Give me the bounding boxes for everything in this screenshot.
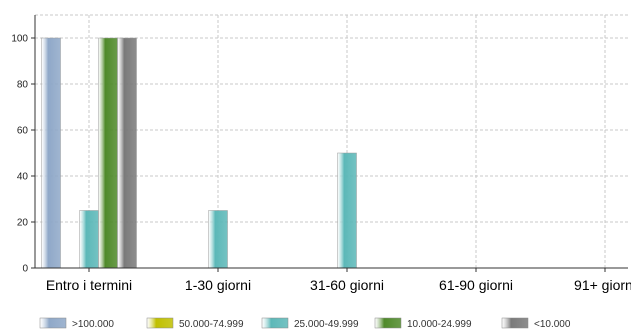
legend-swatch bbox=[501, 317, 529, 329]
legend-swatch bbox=[261, 317, 289, 329]
bar-0-4 bbox=[117, 37, 137, 269]
legend-label: <10.000 bbox=[534, 319, 571, 330]
y-tick-label: 100 bbox=[11, 34, 28, 45]
x-tick-label: 1-30 giorni bbox=[185, 277, 251, 293]
y-tick-label: 60 bbox=[17, 126, 29, 137]
legend: >100.000 50.000-74.999 25.000-49.999 10.000… bbox=[39, 317, 571, 330]
axes: 0 20 40 60 80 100 Entro i termini 1-30 giorni 31… bbox=[11, 15, 631, 293]
y-tick-label: 0 bbox=[22, 264, 28, 275]
legend-label: >100.000 bbox=[72, 319, 114, 330]
grid bbox=[35, 14, 628, 268]
legend-label: 10.000-24.999 bbox=[407, 319, 472, 330]
legend-swatch bbox=[39, 317, 67, 329]
bar-0-0 bbox=[41, 37, 61, 269]
bar-0-2 bbox=[79, 210, 99, 269]
x-tick-label: 61-90 giorni bbox=[439, 277, 513, 293]
legend-swatch bbox=[374, 317, 402, 329]
y-tick-label: 80 bbox=[17, 80, 29, 91]
bar-0-3 bbox=[98, 37, 118, 269]
x-tick-label: Entro i termini bbox=[46, 277, 132, 293]
legend-swatch bbox=[146, 317, 174, 329]
legend-label: 25.000-49.999 bbox=[294, 319, 359, 330]
bar-1-2 bbox=[208, 210, 228, 269]
x-tick-label: 91+ giorni bbox=[574, 277, 631, 293]
y-tick-label: 20 bbox=[17, 218, 29, 229]
bars bbox=[41, 37, 357, 269]
bar-2-2 bbox=[337, 152, 357, 269]
y-tick-label: 40 bbox=[17, 172, 29, 183]
x-tick-label: 31-60 giorni bbox=[310, 277, 384, 293]
legend-label: 50.000-74.999 bbox=[179, 319, 244, 330]
